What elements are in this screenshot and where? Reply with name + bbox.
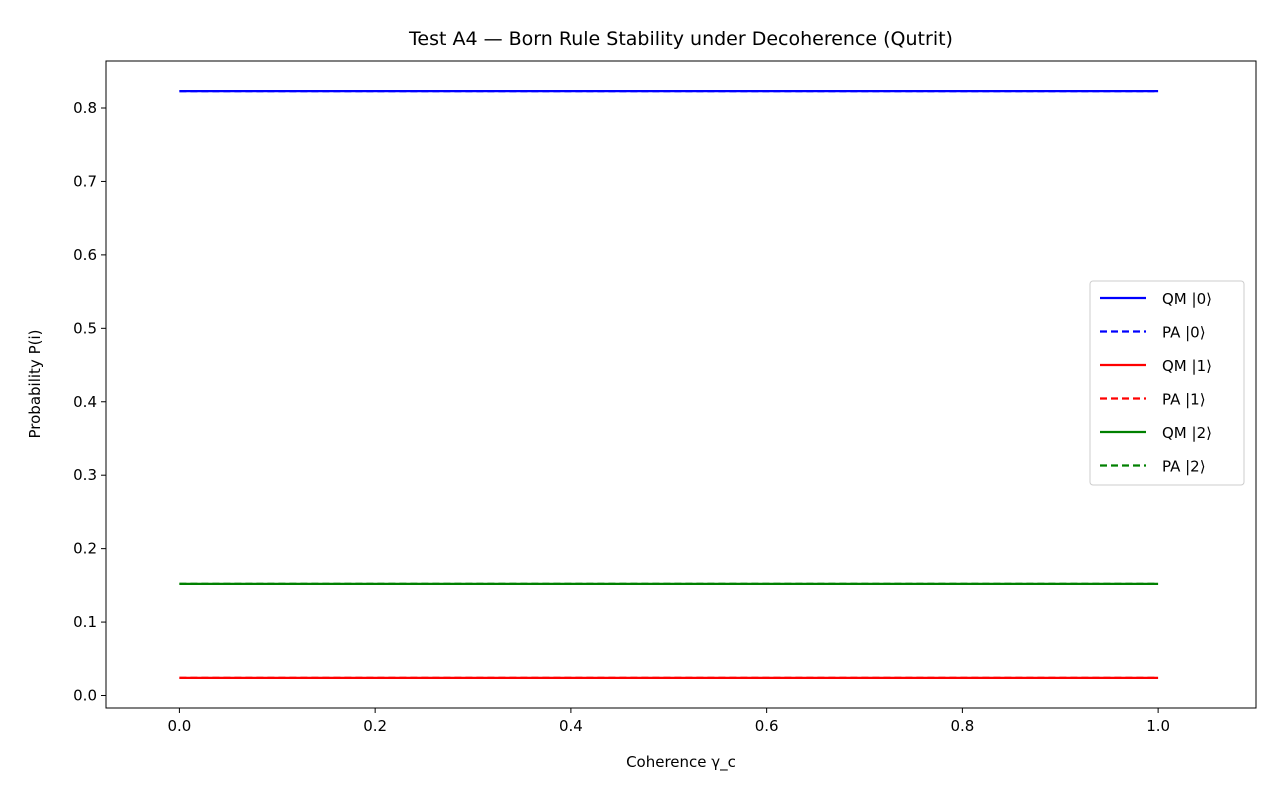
y-tick-label: 0.0: [73, 687, 97, 705]
legend: QM |0⟩ PA |0⟩ QM |1⟩ PA |1⟩ QM |2⟩ PA |2⟩: [1089, 280, 1245, 486]
chart-title: Test A4 — Born Rule Stability under Deco…: [408, 28, 953, 50]
y-tick-label: 0.4: [73, 393, 97, 411]
legend-entry-qm-0: QM |0⟩: [1100, 290, 1212, 308]
legend-label: PA |2⟩: [1162, 458, 1206, 476]
y-tick-label: 0.1: [73, 613, 97, 631]
legend-entry-qm-2: QM |2⟩: [1100, 424, 1212, 442]
y-tick-label: 0.2: [73, 540, 97, 558]
x-ticks: 0.0 0.2 0.4 0.6 0.8 1.0: [167, 708, 1170, 735]
y-tick-label: 0.3: [73, 466, 97, 484]
x-tick-label: 0.2: [363, 717, 387, 735]
legend-label: QM |2⟩: [1162, 424, 1212, 442]
legend-label: QM |0⟩: [1162, 290, 1212, 308]
legend-entry-pa-0: PA |0⟩: [1100, 324, 1206, 342]
x-tick-label: 1.0: [1146, 717, 1170, 735]
x-tick-label: 0.4: [559, 717, 583, 735]
x-tick-label: 0.0: [167, 717, 191, 735]
legend-label: QM |1⟩: [1162, 357, 1212, 375]
y-axis-label: Probability P(i): [26, 330, 44, 439]
legend-box: [1089, 280, 1245, 486]
x-tick-label: 0.8: [950, 717, 974, 735]
y-tick-label: 0.7: [73, 172, 97, 190]
x-tick-label: 0.6: [755, 717, 779, 735]
series-layer: [179, 89, 1159, 680]
plot-frame: [105, 60, 1257, 709]
legend-entry-qm-1: QM |1⟩: [1100, 357, 1212, 375]
x-axis-label: Coherence γ_c: [626, 753, 736, 772]
y-ticks: 0.0 0.1 0.2 0.3 0.4 0.5 0.6 0.7 0.8: [73, 99, 106, 705]
y-tick-label: 0.8: [73, 99, 97, 117]
y-tick-label: 0.6: [73, 246, 97, 264]
legend-entry-pa-1: PA |1⟩: [1100, 391, 1206, 409]
y-tick-label: 0.5: [73, 319, 97, 337]
legend-label: PA |0⟩: [1162, 324, 1206, 342]
legend-entry-pa-2: PA |2⟩: [1100, 458, 1206, 476]
legend-label: PA |1⟩: [1162, 391, 1206, 409]
